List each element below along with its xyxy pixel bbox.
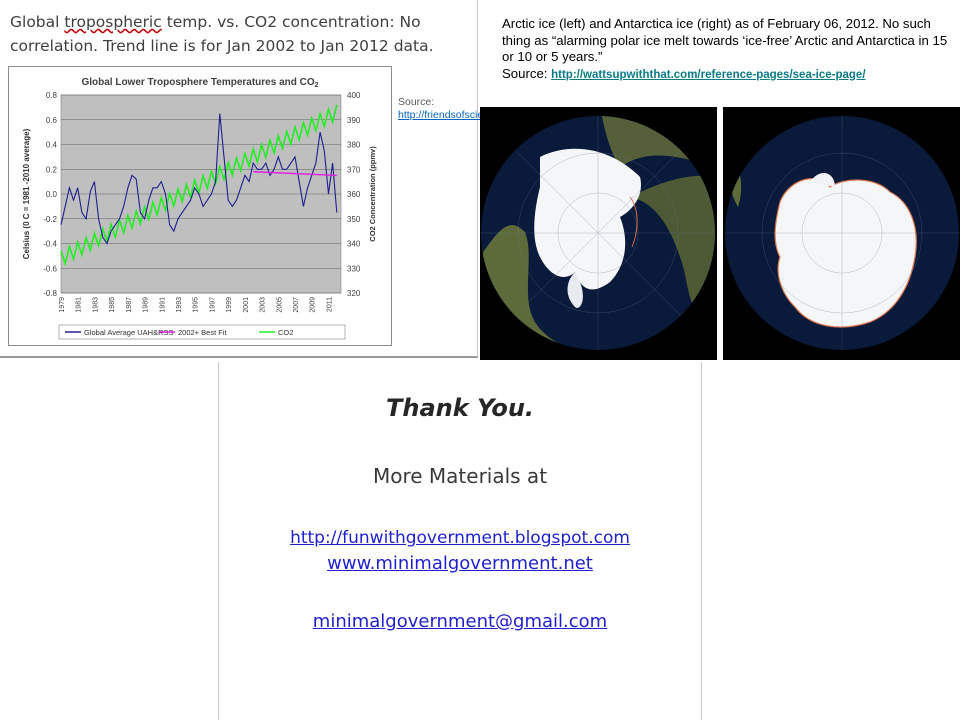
caption-text: Arctic ice (left) and Antarctica ice (ri…	[502, 16, 948, 64]
legend-box	[58, 324, 346, 340]
x-tick-label: 1985	[109, 297, 116, 313]
slide-temperature-co2: Global tropospheric temp. vs. CO2 concen…	[0, 0, 522, 358]
source-link[interactable]: http://friendsofscience.org/	[398, 109, 522, 121]
legend-entry: CO2	[278, 328, 293, 337]
slide-thank-you: Thank You. More Materials at http://funw…	[218, 362, 702, 720]
y2-tick-label: 390	[347, 116, 361, 125]
source-link[interactable]: http://wattsupwiththat.com/reference-pag…	[551, 68, 866, 81]
source-label: Source:	[398, 96, 435, 108]
title-misspelled-word: tropospheric	[64, 13, 162, 31]
x-tick-label: 1987	[126, 297, 133, 313]
title-part: Global	[10, 13, 65, 31]
y-tick-label: 0.2	[46, 165, 58, 174]
source-note: Source: http://friendsofscience.org/	[398, 96, 522, 122]
x-tick-label: 1979	[59, 297, 66, 313]
y2-tick-label: 340	[347, 240, 361, 249]
series-co2-line	[60, 104, 338, 267]
x-tick-label: 1991	[159, 297, 166, 313]
y-tick-label: 0.4	[46, 141, 58, 150]
source-label: Source:	[502, 65, 552, 81]
y2-tick-label: 330	[347, 264, 361, 273]
more-materials-text: More Materials at	[372, 464, 548, 488]
x-tick-label: 2003	[260, 297, 267, 313]
thank-you-heading: Thank You.	[385, 394, 535, 422]
slide-polar-ice: Arctic ice (left) and Antarctica ice (ri…	[480, 0, 960, 360]
ice-caption: Arctic ice (left) and Antarctica ice (ri…	[502, 16, 948, 83]
polar-ice-maps	[480, 107, 960, 360]
legend-entry: 2002+ Best Fit	[178, 328, 227, 337]
y-tick-label: -0.6	[43, 264, 57, 273]
y-axis-label: Celsius (0 C = 1981 -2010 average)	[22, 128, 31, 259]
blog-link[interactable]: http://funwithgovernment.blogspot.com	[290, 528, 630, 548]
y-tick-label: 0.6	[46, 116, 58, 125]
slide-title: Global tropospheric temp. vs. CO2 concen…	[10, 10, 470, 58]
chart-title: Global Lower Troposphere Temperatures an…	[81, 77, 318, 89]
x-tick-label: 2011	[326, 297, 333, 312]
antarctic-map	[723, 107, 960, 360]
email-link[interactable]: minimalgovernment@gmail.com	[312, 611, 608, 632]
series-temperature-line	[60, 113, 338, 245]
y-tick-label: -0.8	[43, 289, 57, 298]
x-tick-label: 1983	[92, 297, 99, 313]
y2-tick-label: 350	[347, 215, 361, 224]
y-tick-label: 0.8	[46, 91, 58, 100]
chart-title-subscript: 2	[315, 82, 319, 89]
y-tick-label: 0.0	[46, 190, 58, 199]
y-tick-label: -0.4	[43, 240, 57, 249]
x-tick-label: 1999	[226, 297, 233, 313]
y2-tick-label: 400	[347, 91, 361, 100]
y2-tick-label: 360	[347, 190, 361, 199]
series-best-fit-line	[253, 171, 337, 177]
x-tick-label: 2005	[276, 297, 283, 313]
y2-tick-label: 380	[347, 141, 361, 150]
y-tick-label: -0.2	[43, 215, 57, 224]
x-tick-label: 1997	[209, 297, 216, 313]
x-tick-label: 2007	[293, 297, 300, 313]
website-link[interactable]: www.minimalgovernment.net	[327, 553, 593, 574]
y2-axis-label: CO2 Concentration (ppmv)	[368, 146, 377, 242]
y2-tick-label: 370	[347, 165, 361, 174]
temperature-co2-chart: Global Lower Troposphere Temperatures an…	[22, 77, 377, 340]
x-tick-label: 1981	[76, 297, 83, 313]
title-part: temp. vs. CO2 concentration: No correlat…	[10, 13, 434, 55]
x-tick-label: 1993	[176, 297, 183, 313]
legend-entry: Global Average UAH&RSS	[84, 328, 174, 337]
x-tick-label: 1995	[193, 297, 200, 313]
y2-tick-label: 320	[347, 289, 361, 298]
chart-container: Global Lower Troposphere Temperatures an…	[8, 66, 392, 346]
arctic-map	[480, 107, 717, 360]
x-tick-label: 2009	[310, 297, 317, 313]
x-tick-label: 2001	[243, 297, 250, 313]
x-tick-label: 1989	[143, 297, 150, 313]
